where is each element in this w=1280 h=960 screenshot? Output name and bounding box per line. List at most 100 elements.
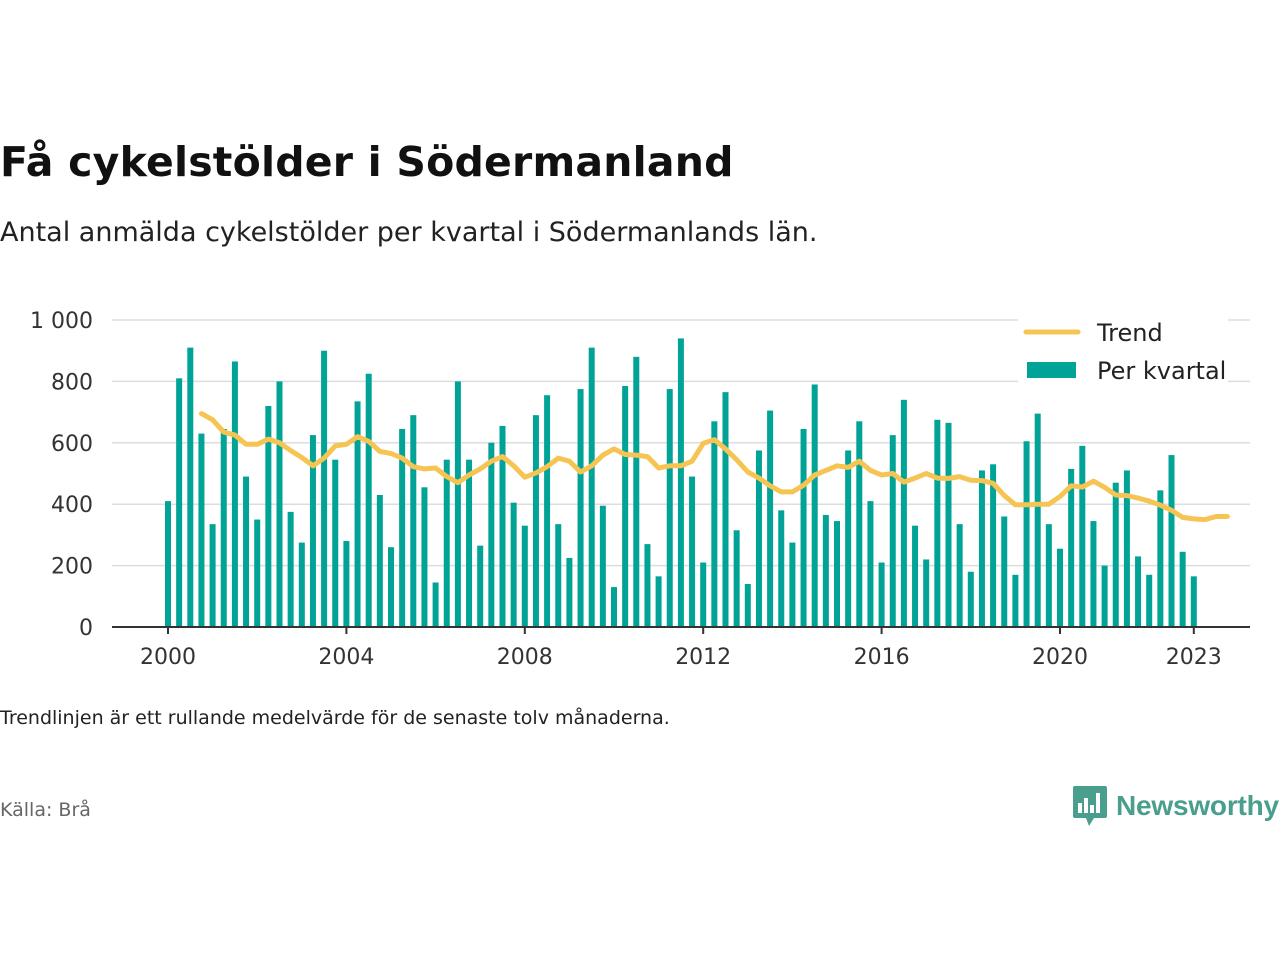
bar <box>1179 551 1186 627</box>
bar <box>454 381 461 627</box>
bar <box>644 544 651 627</box>
bar <box>198 433 205 627</box>
x-tick-label: 2012 <box>675 645 731 670</box>
bar <box>689 476 696 627</box>
bar <box>1101 565 1108 627</box>
bar <box>967 571 974 627</box>
bar <box>633 356 640 627</box>
bar <box>309 435 316 627</box>
bar <box>376 494 383 627</box>
bar <box>254 519 261 627</box>
source-credit: Källa: Brå <box>0 799 91 821</box>
bar <box>521 525 528 627</box>
y-tick-label: 1 000 <box>30 309 93 334</box>
y-tick-label: 600 <box>51 432 93 457</box>
trend-line-group <box>198 411 1230 523</box>
legend-bars-label: Per kvartal <box>1097 357 1226 385</box>
bar <box>733 530 740 627</box>
bar <box>845 450 852 627</box>
bar <box>1045 524 1052 627</box>
bar <box>321 350 328 627</box>
y-tick-label: 400 <box>51 493 93 518</box>
bar <box>822 514 829 627</box>
bar <box>499 425 506 627</box>
x-tick-labels: 2000 2004 2008 2012 2016 2020 2023 <box>140 627 1222 670</box>
bar <box>1123 470 1130 627</box>
bar <box>1135 556 1142 627</box>
bar <box>399 428 406 627</box>
bar <box>867 501 874 627</box>
bar <box>365 373 372 627</box>
bar <box>443 459 450 627</box>
bar <box>577 389 584 627</box>
bar <box>767 410 774 627</box>
bar <box>1168 455 1175 627</box>
bars <box>165 338 1197 627</box>
bar <box>410 415 417 627</box>
bar <box>243 476 250 627</box>
bar <box>1079 445 1086 627</box>
x-tick-label: 2020 <box>1032 645 1088 670</box>
y-tick-label: 200 <box>51 555 93 580</box>
chart-title: Få cykelstölder i Södermanland <box>0 138 734 186</box>
bar <box>432 582 439 627</box>
bar <box>220 428 227 627</box>
bar <box>1090 521 1097 627</box>
x-tick-label: 2023 <box>1166 645 1222 670</box>
legend: Trend Per kvartal <box>1018 315 1228 397</box>
bar <box>789 542 796 627</box>
bar <box>755 450 762 627</box>
bar <box>889 435 896 627</box>
bar <box>544 395 551 627</box>
bar <box>1034 413 1041 627</box>
bar <box>700 562 707 627</box>
bar <box>900 399 907 627</box>
bar <box>912 525 919 627</box>
y-tick-label: 0 <box>79 616 93 641</box>
x-tick-label: 2008 <box>497 645 553 670</box>
x-tick-label: 2016 <box>854 645 910 670</box>
bar <box>622 386 629 627</box>
bar <box>611 587 617 627</box>
bar <box>421 487 428 627</box>
bar <box>1112 482 1119 627</box>
bar <box>945 422 952 627</box>
bar <box>209 524 216 627</box>
trend-line <box>198 411 1230 523</box>
brand-logo[interactable]: Newsworthy <box>1072 785 1279 827</box>
bar <box>744 584 751 627</box>
bar <box>956 524 963 627</box>
bar <box>934 419 941 627</box>
bar <box>298 542 305 627</box>
bar <box>231 361 238 627</box>
bar <box>1057 548 1063 627</box>
bar <box>1023 441 1030 627</box>
bar <box>655 576 662 627</box>
bar <box>778 510 785 627</box>
legend-trend-label: Trend <box>1096 319 1163 347</box>
bar <box>878 562 885 627</box>
bar <box>566 557 573 627</box>
y-tick-label: 800 <box>51 370 93 395</box>
bar <box>677 338 684 627</box>
bar <box>923 559 930 627</box>
bar <box>666 389 673 627</box>
bar <box>722 392 729 627</box>
brand-name: Newsworthy <box>1116 790 1279 821</box>
bar <box>343 541 350 627</box>
bar <box>354 401 361 627</box>
bar <box>488 442 495 627</box>
bar <box>477 545 484 627</box>
bar <box>165 501 171 627</box>
x-tick-label: 2004 <box>318 645 374 670</box>
bar <box>588 347 595 627</box>
chart-subtitle: Antal anmälda cykelstölder per kvartal i… <box>0 217 818 248</box>
bar <box>276 381 283 627</box>
legend-bars-swatch <box>1027 362 1076 378</box>
bar <box>332 459 339 627</box>
bar <box>834 521 840 627</box>
bar <box>800 428 807 627</box>
bar <box>856 421 863 627</box>
bar <box>187 347 194 627</box>
